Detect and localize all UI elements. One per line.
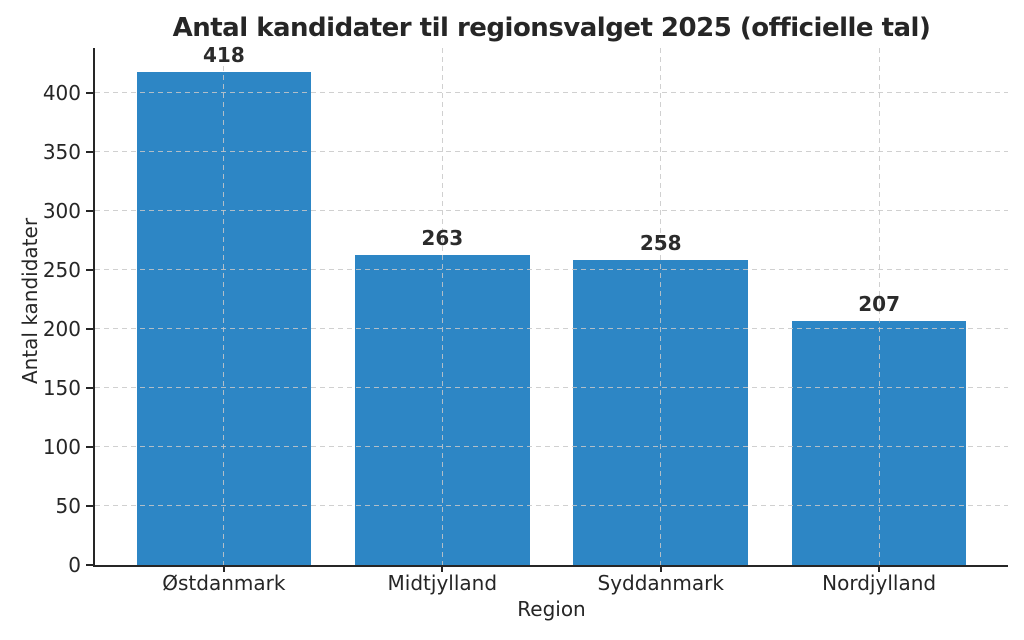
x-tick-label-midtjylland: Midtjylland <box>387 571 498 595</box>
x-axis-label: Region <box>517 597 586 621</box>
y-gridline <box>95 210 1008 212</box>
y-tick-label: 200 <box>42 316 81 341</box>
y-tick-label: 400 <box>42 80 81 105</box>
y-gridline <box>95 269 1008 271</box>
y-tick-mark <box>86 268 93 271</box>
bar-value-label: 418 <box>202 42 245 67</box>
y-tick-mark <box>86 209 93 212</box>
x-tick-label-syddanmark: Syddanmark <box>597 571 724 595</box>
x-gridline <box>223 48 225 565</box>
y-tick-mark <box>86 504 93 507</box>
plot-area <box>93 48 1008 567</box>
y-gridline <box>95 505 1008 507</box>
y-gridline <box>95 446 1008 448</box>
y-tick-label: 300 <box>42 198 81 223</box>
bar-value-label: 207 <box>858 291 900 316</box>
x-gridline <box>441 48 443 565</box>
y-tick-mark <box>86 445 93 448</box>
y-tick-label: 150 <box>42 375 81 400</box>
y-gridline <box>95 387 1008 389</box>
x-tick-mark <box>659 565 662 572</box>
chart-title: Antal kandidater til regionsvalget 2025 … <box>172 13 931 43</box>
x-tick-label-nordjylland: Nordjylland <box>822 571 937 595</box>
bar-value-label: 263 <box>421 225 464 250</box>
x-gridline <box>660 48 662 565</box>
y-gridline <box>95 92 1008 94</box>
y-tick-label: 100 <box>42 434 81 459</box>
y-tick-mark <box>86 386 93 389</box>
y-tick-label: 350 <box>42 139 81 164</box>
y-gridline <box>95 328 1008 330</box>
x-tick-mark <box>441 565 444 572</box>
y-tick-mark <box>86 327 93 330</box>
bar-value-label: 258 <box>639 231 682 256</box>
y-tick-label: 0 <box>68 553 81 577</box>
y-tick-label: 50 <box>55 493 81 518</box>
y-axis-label: Antal kandidater <box>18 217 42 385</box>
y-tick-mark <box>86 91 93 94</box>
y-tick-mark <box>86 150 93 153</box>
x-tick-label-østdanmark: Østdanmark <box>162 571 286 595</box>
x-tick-mark <box>222 565 225 572</box>
y-axis-spine <box>93 48 95 565</box>
y-tick-mark <box>86 564 93 566</box>
x-tick-mark <box>878 565 881 572</box>
y-gridline <box>95 151 1008 153</box>
y-tick-label: 250 <box>42 257 81 282</box>
x-gridline <box>878 48 880 565</box>
x-axis-spine <box>93 565 1008 567</box>
